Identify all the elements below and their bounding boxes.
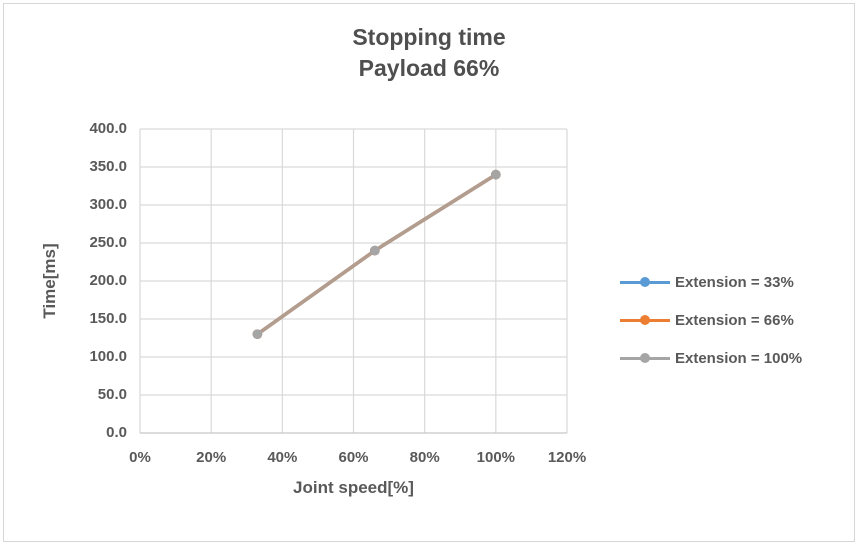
legend-label: Extension = 100% [675, 349, 803, 367]
chart-title: Stopping time Payload 66% [0, 22, 858, 84]
x-tick-label: 40% [267, 449, 298, 466]
y-tick-label: 300.0 [89, 196, 127, 213]
x-axis-title: Joint speed[%] [293, 478, 414, 497]
legend-item-extension-66[interactable]: Extension = 66% [620, 301, 802, 339]
x-tick-label: 80% [409, 449, 440, 466]
legend-item-extension-100[interactable]: Extension = 100% [620, 339, 802, 377]
y-tick-label: 350.0 [89, 158, 127, 175]
data-point-marker[interactable] [252, 329, 263, 340]
y-tick-label: 400.0 [89, 120, 127, 137]
legend-line-marker-icon [620, 353, 670, 363]
legend-item-extension-33[interactable]: Extension = 33% [620, 263, 802, 301]
x-tick-label: 120% [547, 449, 587, 466]
x-tick-label: 20% [196, 449, 227, 466]
legend-label: Extension = 66% [675, 311, 794, 329]
legend-line-marker-icon [620, 315, 670, 325]
chart-title-line2: Payload 66% [358, 55, 500, 81]
legend-label: Extension = 33% [675, 273, 794, 291]
data-point-marker[interactable] [491, 169, 501, 180]
data-point-marker[interactable] [370, 245, 380, 256]
y-tick-label: 50.0 [97, 386, 127, 403]
y-tick-label: 0.0 [106, 424, 127, 441]
y-tick-label: 200.0 [89, 272, 127, 289]
legend: Extension = 33% Extension = 66% Extensio… [620, 263, 802, 377]
y-tick-label: 250.0 [89, 234, 127, 251]
x-tick-label: 0% [129, 449, 151, 466]
x-tick-label: 100% [476, 449, 516, 466]
chart-title-line1: Stopping time [352, 24, 506, 50]
y-tick-label: 150.0 [89, 310, 127, 327]
legend-line-marker-icon [620, 277, 670, 287]
y-axis-title: Time[ms] [40, 243, 59, 319]
y-tick-label: 100.0 [89, 348, 127, 365]
x-tick-label: 60% [338, 449, 369, 466]
